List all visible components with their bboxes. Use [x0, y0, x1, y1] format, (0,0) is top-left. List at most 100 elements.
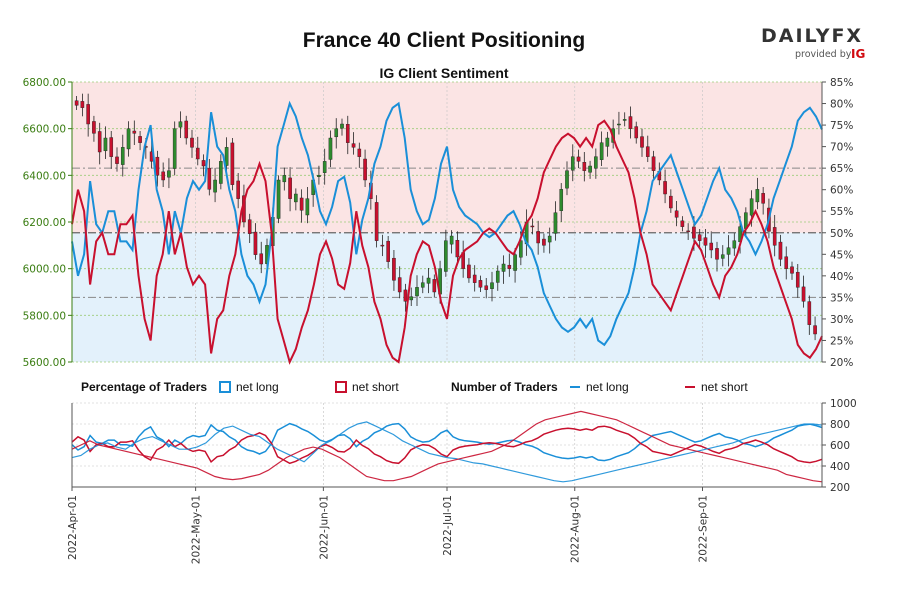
percent-tick-label: 25% [830, 335, 853, 347]
percent-tick-label: 85% [830, 77, 853, 89]
legend-num-short: net short [701, 380, 748, 394]
percent-tick-label: 65% [830, 163, 853, 175]
net-long-pct-line [71, 100, 823, 347]
percent-tick-label: 70% [830, 142, 853, 154]
candle-down [357, 148, 362, 157]
candle-up [420, 282, 425, 288]
price-tick-label: 6000.00 [23, 264, 66, 276]
candle-down [288, 177, 292, 199]
candle-down [92, 121, 96, 134]
percent-tick-label: 80% [830, 99, 853, 111]
net-short-pct-line [71, 119, 823, 365]
candle-up [328, 137, 333, 160]
price-tick-label: 6600.00 [23, 124, 66, 136]
count-tick-label: 400 [830, 461, 850, 473]
candle-down [236, 180, 240, 199]
candle-down [230, 142, 235, 185]
candle-up [599, 142, 604, 160]
candle-down [132, 130, 137, 134]
candle-down [640, 136, 644, 148]
candle-down [715, 248, 719, 260]
date-axis: 2022-Apr-01 2022-May-01 2022-Jun-01 2022-Ju… [67, 486, 822, 564]
candle-up [444, 240, 448, 272]
percent-tick-label: 50% [830, 228, 853, 240]
candle-down [634, 126, 639, 139]
lower-net-short-pct-line [71, 425, 823, 465]
candle-down [686, 230, 690, 233]
candle-up [282, 175, 287, 183]
candle-down [674, 210, 679, 218]
candle-up [224, 147, 229, 166]
candle-down [80, 101, 85, 108]
price-tick-label: 6200.00 [23, 217, 66, 229]
date-tick-label: 2022-Apr-01 [67, 495, 79, 560]
candle-up [726, 247, 731, 255]
legend: Percentage of Traders net long net short… [81, 380, 748, 394]
date-tick-label: 2022-May-01 [191, 495, 203, 564]
candle-up [513, 254, 517, 271]
candle-up [720, 254, 725, 259]
candle-up [120, 147, 125, 165]
candle-down [790, 266, 794, 274]
candle-up [334, 128, 339, 138]
percentage-lines [71, 100, 823, 365]
trader-count-lines [71, 410, 823, 483]
legend-pct-short-swatch [335, 381, 347, 393]
svg-text:DAILYFX: DAILYFX [761, 25, 863, 47]
candle-up [322, 161, 327, 173]
legend-pct-short: net short [352, 380, 399, 394]
candle-up [617, 123, 621, 126]
count-tick-label: 800 [830, 419, 850, 431]
date-tick-label: 2022-Aug-01 [570, 495, 582, 563]
legend-pct-long: net long [236, 380, 279, 394]
candle-down [467, 264, 471, 279]
dailyfx-logo: DAILYFX provided by IG [761, 25, 865, 61]
candle-up [317, 175, 321, 177]
candle-up [219, 161, 223, 184]
candle-up [732, 240, 737, 249]
candle-up [594, 156, 598, 169]
legend-pct-long-swatch [219, 381, 231, 393]
candle-down [207, 167, 212, 190]
candle-up [294, 193, 298, 203]
candle-down [542, 238, 546, 246]
candle-up [749, 198, 754, 216]
candle-down [680, 220, 685, 227]
candle-down [484, 285, 489, 290]
lower-grid [71, 402, 822, 488]
price-tick-label: 6800.00 [23, 77, 66, 89]
legend-num-long: net long [586, 380, 629, 394]
price-candles [74, 93, 817, 341]
candle-up [755, 189, 760, 203]
candle-down [392, 257, 396, 281]
candle-up [213, 179, 217, 193]
legend-num-heading: Number of Traders [451, 380, 558, 394]
count-tick-label: 600 [830, 440, 850, 452]
reference-lines [72, 167, 822, 298]
candle-down [795, 271, 800, 288]
candle-down [299, 197, 304, 211]
candle-down [703, 237, 708, 246]
candle-up [178, 121, 183, 128]
candle-up [622, 119, 627, 121]
price-tick-label: 5600.00 [23, 357, 66, 369]
candle-down [761, 193, 765, 204]
candle-up [276, 179, 281, 219]
candle-down [201, 160, 206, 167]
date-tick-label: 2022-Jul-01 [442, 495, 454, 556]
chart-title: France 40 Client Positioning [303, 29, 585, 52]
logo-brand-right: FX [831, 25, 863, 47]
candle-down [184, 120, 189, 139]
candle-up [559, 189, 564, 211]
candle-up [501, 263, 506, 272]
candle-down [663, 181, 667, 195]
candle-down [778, 241, 783, 260]
candle-up [570, 156, 575, 171]
candle-down [455, 239, 460, 258]
candle-down [115, 156, 119, 164]
net-short-count-line [71, 410, 823, 483]
logo-brand-left: DAILY [761, 25, 831, 47]
percent-tick-label: 45% [830, 249, 853, 261]
date-tick-label: 2022-Jun-01 [318, 495, 330, 560]
